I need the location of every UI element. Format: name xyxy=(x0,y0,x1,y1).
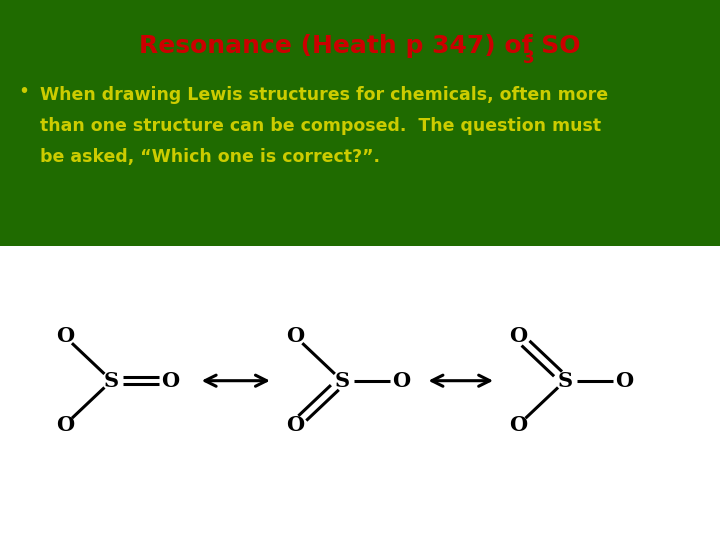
Text: When drawing Lewis structures for chemicals, often more: When drawing Lewis structures for chemic… xyxy=(40,85,608,104)
Text: O: O xyxy=(161,370,180,391)
Text: 3: 3 xyxy=(523,49,534,67)
Text: S: S xyxy=(557,370,573,391)
Text: O: O xyxy=(509,415,528,435)
Text: •: • xyxy=(18,82,29,102)
Text: O: O xyxy=(55,326,74,347)
Text: O: O xyxy=(509,326,528,347)
FancyArrowPatch shape xyxy=(432,375,490,386)
Text: O: O xyxy=(55,415,74,435)
FancyArrowPatch shape xyxy=(205,375,266,386)
Text: O: O xyxy=(286,326,305,347)
Text: be asked, “Which one is correct?”.: be asked, “Which one is correct?”. xyxy=(40,148,379,166)
Bar xyxy=(0,246,720,540)
Text: O: O xyxy=(615,370,634,391)
Text: O: O xyxy=(392,370,410,391)
Text: S: S xyxy=(334,370,350,391)
Text: S: S xyxy=(104,370,120,391)
Text: than one structure can be composed.  The question must: than one structure can be composed. The … xyxy=(40,117,600,135)
Text: O: O xyxy=(286,415,305,435)
Text: Resonance (Heath p 347) of SO: Resonance (Heath p 347) of SO xyxy=(139,34,581,58)
Bar xyxy=(0,0,720,246)
